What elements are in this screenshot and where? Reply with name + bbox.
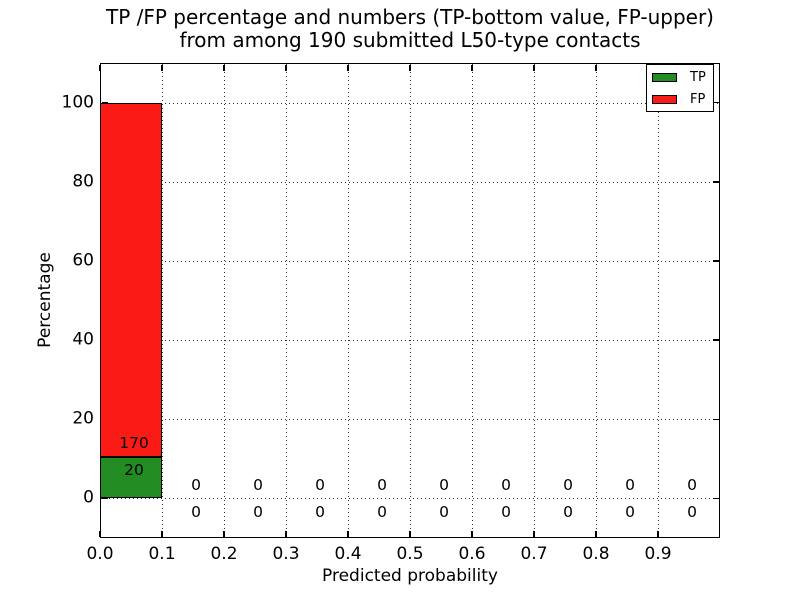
legend-entry-tp: TP xyxy=(652,71,713,84)
y-axis-label: Percentage xyxy=(35,252,55,348)
tp-legend-swatch xyxy=(652,72,677,82)
legend: TP FP xyxy=(646,64,714,112)
x-tick-label: 0.9 xyxy=(644,544,672,564)
y-tick-label: 100 xyxy=(61,92,94,113)
tp-legend-label: TP xyxy=(690,69,706,85)
chart-title-line-2: from among 190 submitted L50-type contac… xyxy=(179,28,641,52)
y-tick-label: 0 xyxy=(83,488,94,509)
x-tick-label: 0.6 xyxy=(458,544,486,564)
chart-title-line-1: TP /FP percentage and numbers (TP-bottom… xyxy=(106,5,714,29)
legend-entry-fp: FP xyxy=(652,93,713,106)
x-tick-label: 0.0 xyxy=(86,544,114,564)
y-tick-label: 20 xyxy=(72,408,94,429)
x-tick-label: 0.1 xyxy=(148,544,176,564)
x-tick-label: 0.8 xyxy=(582,544,610,564)
fp-legend-swatch xyxy=(652,94,677,104)
x-tick-label: 0.2 xyxy=(210,544,238,564)
plot-area xyxy=(100,63,720,538)
x-tick-label: 0.5 xyxy=(396,544,424,564)
x-tick-label: 0.4 xyxy=(334,544,362,564)
fp-legend-label: FP xyxy=(690,91,706,107)
chart-title: TP /FP percentage and numbers (TP-bottom… xyxy=(100,6,720,52)
x-tick-label: 0.7 xyxy=(520,544,548,564)
y-tick-label: 80 xyxy=(72,171,94,192)
x-axis-label: Predicted probability xyxy=(322,566,498,586)
x-tick-label: 0.3 xyxy=(272,544,300,564)
